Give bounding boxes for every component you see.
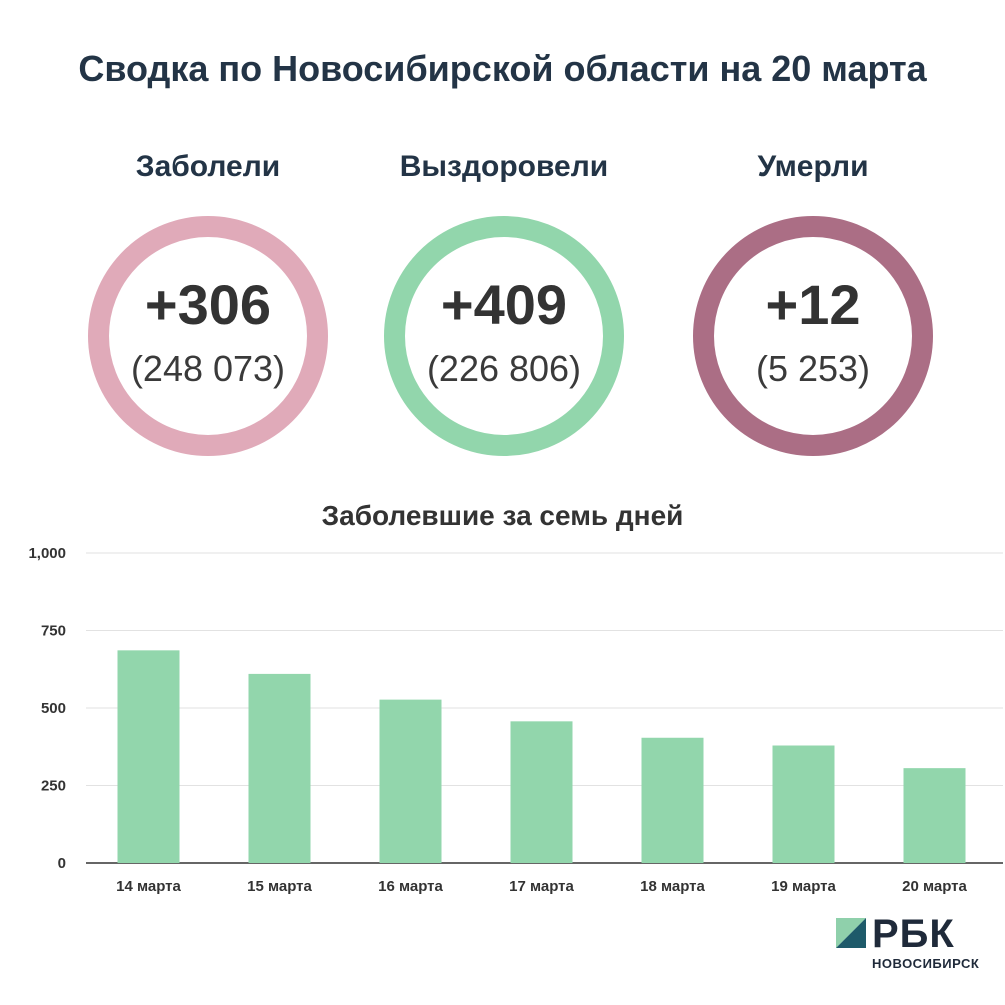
logo-mark-icon bbox=[836, 918, 866, 948]
bar bbox=[510, 721, 573, 863]
bar bbox=[641, 737, 704, 863]
page-title: Сводка по Новосибирской области на 20 ма… bbox=[78, 48, 927, 89]
bar bbox=[379, 699, 442, 863]
bar bbox=[117, 650, 180, 863]
stat-recovered-total: (226 806) bbox=[426, 348, 582, 389]
x-tick-label: 20 марта bbox=[902, 878, 967, 895]
stat-cases-delta: +306 bbox=[144, 273, 272, 336]
stat-cases: Заболели +306 (248 073) bbox=[73, 140, 343, 470]
bar bbox=[903, 768, 966, 863]
x-tick-label: 19 марта bbox=[771, 878, 836, 895]
y-tick-label: 250 bbox=[41, 778, 66, 795]
y-tick-label: 0 bbox=[58, 855, 66, 872]
stat-deaths: Умерли +12 (5 253) bbox=[678, 140, 948, 470]
brand-logo: РБК НОВОСИБИРСК bbox=[836, 912, 996, 972]
chart-title: Заболевшие за семь дней bbox=[321, 500, 684, 531]
bar-chart: 0 250 500 750 1,000 14 марта 15 марта 16 марта 1… bbox=[28, 545, 1003, 895]
x-tick-label: 16 марта bbox=[378, 878, 443, 895]
bar bbox=[772, 745, 835, 863]
stat-cases-total: (248 073) bbox=[130, 348, 286, 389]
stat-deaths-total: (5 253) bbox=[755, 348, 871, 389]
stat-deaths-label: Умерли bbox=[757, 150, 869, 183]
stat-recovered-delta: +409 bbox=[440, 273, 568, 336]
stat-cases-label: Заболели bbox=[135, 150, 281, 183]
brand-name: РБК bbox=[872, 912, 955, 956]
stat-deaths-delta: +12 bbox=[765, 273, 861, 336]
y-tick-label: 1,000 bbox=[28, 545, 66, 562]
x-tick-label: 18 марта bbox=[640, 878, 705, 895]
stat-recovered-label: Выздоровели bbox=[399, 150, 609, 183]
y-tick-label: 750 bbox=[41, 623, 66, 640]
brand-city: НОВОСИБИРСК bbox=[872, 956, 980, 971]
bar bbox=[248, 673, 311, 863]
stat-recovered: Выздоровели +409 (226 806) bbox=[369, 140, 639, 470]
x-tick-label: 17 марта bbox=[509, 878, 574, 895]
y-tick-label: 500 bbox=[41, 700, 66, 717]
x-tick-label: 15 марта bbox=[247, 878, 312, 895]
x-tick-label: 14 марта bbox=[116, 878, 181, 895]
